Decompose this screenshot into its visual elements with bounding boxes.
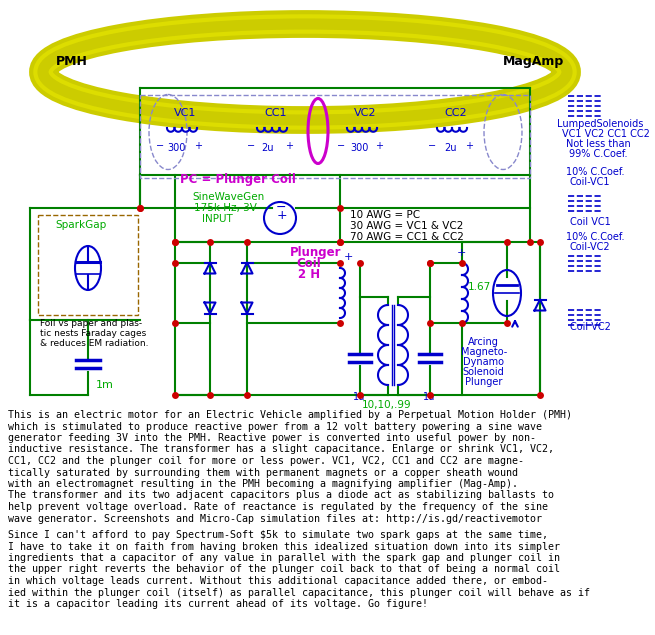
Text: INPUT: INPUT bbox=[202, 214, 233, 224]
Text: which is stimulated to produce reactive power from a 12 volt battery powering a : which is stimulated to produce reactive … bbox=[8, 422, 542, 432]
Text: +: + bbox=[457, 248, 466, 258]
Text: 99% C.Coef.: 99% C.Coef. bbox=[569, 149, 627, 159]
Text: 175k Hz, 3V: 175k Hz, 3V bbox=[194, 203, 257, 213]
Text: 30 AWG = VC1 & VC2: 30 AWG = VC1 & VC2 bbox=[350, 221, 463, 231]
Text: SineWaveGen: SineWaveGen bbox=[192, 192, 264, 202]
Text: −: − bbox=[156, 141, 164, 151]
Text: PC = Plunger Coil: PC = Plunger Coil bbox=[180, 173, 296, 186]
Text: 10% C.Coef.: 10% C.Coef. bbox=[566, 232, 624, 242]
Text: inductive resistance. The transformer has a slight capacitance. Enlarge or shrin: inductive resistance. The transformer ha… bbox=[8, 444, 554, 455]
Text: VC2: VC2 bbox=[354, 108, 377, 118]
Text: Dynamo: Dynamo bbox=[463, 357, 504, 367]
Text: 2u: 2u bbox=[261, 143, 274, 153]
Text: Since I can't afford to pay Spectrum-Soft $5k to simulate two spark gaps at the : Since I can't afford to pay Spectrum-Sof… bbox=[8, 530, 548, 540]
Text: MagAmp: MagAmp bbox=[502, 55, 563, 68]
Text: Not less than: Not less than bbox=[566, 139, 631, 149]
Text: Coil-VC2: Coil-VC2 bbox=[570, 242, 610, 252]
Text: CC2: CC2 bbox=[444, 108, 466, 118]
Text: 300: 300 bbox=[167, 143, 185, 153]
Text: the upper right reverts the behavior of the plunger coil back to that of being a: the upper right reverts the behavior of … bbox=[8, 565, 560, 575]
Text: SparkGap: SparkGap bbox=[55, 220, 106, 230]
Text: +: + bbox=[194, 141, 202, 151]
Text: +: + bbox=[277, 209, 288, 222]
Text: 300: 300 bbox=[350, 143, 368, 153]
Text: tically saturated by surrounding them with permanent magnets or a copper sheath : tically saturated by surrounding them wi… bbox=[8, 467, 518, 478]
Text: Foil vs paper and plas-: Foil vs paper and plas- bbox=[40, 319, 142, 328]
Text: −: − bbox=[428, 141, 436, 151]
Text: Coil: Coil bbox=[296, 257, 321, 270]
Text: tic nests Faraday cages: tic nests Faraday cages bbox=[40, 329, 146, 338]
Text: +: + bbox=[375, 141, 383, 151]
Text: −: − bbox=[337, 141, 345, 151]
Text: wave generator. Screenshots and Micro-Cap simulation files at: http://is.gd/reac: wave generator. Screenshots and Micro-Ca… bbox=[8, 514, 542, 523]
Text: 1u: 1u bbox=[423, 392, 436, 402]
Text: Coil VC1: Coil VC1 bbox=[570, 217, 610, 227]
Text: generator feeding 3V into the PMH. Reactive power is converted into useful power: generator feeding 3V into the PMH. React… bbox=[8, 433, 536, 443]
Text: The transformer and its two adjacent capacitors plus a diode act as stabilizing : The transformer and its two adjacent cap… bbox=[8, 490, 554, 500]
Text: with an electromagnet resulting in the PMH becoming a magnifying amplifier (Mag-: with an electromagnet resulting in the P… bbox=[8, 479, 518, 489]
Text: & reduces EM radiation.: & reduces EM radiation. bbox=[40, 339, 149, 348]
Text: This is an electric motor for an Electric Vehicle amplified by a Perpetual Motio: This is an electric motor for an Electri… bbox=[8, 410, 572, 420]
Bar bbox=[38, 215, 138, 315]
Text: Arcing: Arcing bbox=[468, 337, 499, 347]
Text: help prevent voltage overload. Rate of reactance is regulated by the frequency o: help prevent voltage overload. Rate of r… bbox=[8, 502, 548, 512]
Text: PMH: PMH bbox=[56, 55, 88, 68]
Text: VC1 VC2 CC1 CC2: VC1 VC2 CC1 CC2 bbox=[562, 129, 650, 139]
Text: CC1, CC2 and the plunger coil for more or less power. VC1, VC2, CC1 and CC2 are : CC1, CC2 and the plunger coil for more o… bbox=[8, 456, 524, 466]
Text: Plunger: Plunger bbox=[290, 246, 341, 259]
Text: 1m: 1m bbox=[96, 380, 114, 390]
Text: 2 H: 2 H bbox=[298, 268, 320, 281]
Text: it is a capacitor leading its current ahead of its voltage. Go figure!: it is a capacitor leading its current ah… bbox=[8, 599, 428, 609]
Text: +: + bbox=[465, 141, 473, 151]
Text: 10,10,.99: 10,10,.99 bbox=[362, 400, 411, 410]
Text: Magneto-: Magneto- bbox=[461, 347, 507, 357]
Text: 70 AWG = CC1 & CC2: 70 AWG = CC1 & CC2 bbox=[350, 232, 464, 242]
Text: I have to take it on faith from having broken this idealized situation down into: I have to take it on faith from having b… bbox=[8, 542, 560, 552]
Text: LumpedSolenoids: LumpedSolenoids bbox=[557, 119, 643, 129]
Text: 1u: 1u bbox=[353, 392, 365, 402]
Text: +: + bbox=[285, 141, 293, 151]
Text: 2u: 2u bbox=[444, 143, 457, 153]
Text: 1.67: 1.67 bbox=[468, 282, 491, 292]
Text: 10% C.Coef.: 10% C.Coef. bbox=[566, 167, 624, 177]
Text: Coil-VC1: Coil-VC1 bbox=[570, 177, 610, 187]
Text: 10 AWG = PC: 10 AWG = PC bbox=[350, 210, 420, 220]
Text: −: − bbox=[247, 141, 255, 151]
Text: CC1: CC1 bbox=[264, 108, 286, 118]
Text: in which voltage leads current. Without this additional capacitance added there,: in which voltage leads current. Without … bbox=[8, 576, 548, 586]
Text: Solenoid: Solenoid bbox=[462, 367, 504, 377]
Text: +: + bbox=[344, 252, 354, 262]
Text: Plunger: Plunger bbox=[465, 377, 502, 387]
Text: −: − bbox=[276, 201, 286, 214]
Text: VC1: VC1 bbox=[174, 108, 196, 118]
Text: ied within the plunger coil (itself) as parallel capacitance, this plunger coil : ied within the plunger coil (itself) as … bbox=[8, 587, 590, 598]
Text: ingredients that a capacitor of any value in parallel with the spark gap and plu: ingredients that a capacitor of any valu… bbox=[8, 553, 560, 563]
Bar bbox=[140, 95, 530, 178]
Text: Coil VC2: Coil VC2 bbox=[570, 322, 611, 332]
